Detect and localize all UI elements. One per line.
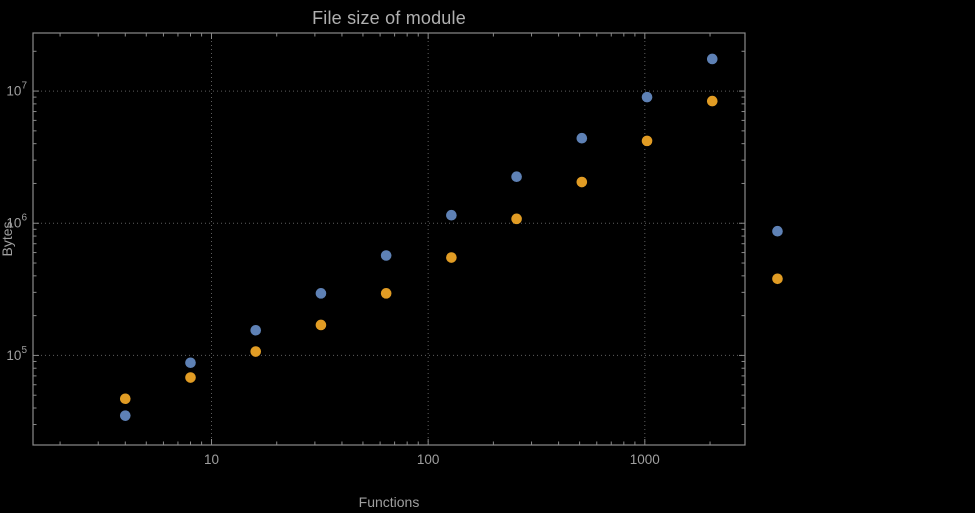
y-axis-label: Bytes [0,221,15,257]
data-point-orange [119,393,131,405]
data-point-orange [641,135,653,147]
data-point-orange [446,252,457,263]
x-tick-label: 10 [204,452,219,467]
x-axis-label: Functions [358,494,420,510]
data-point-orange [185,372,196,383]
plot-frame [32,32,746,446]
data-point-blue [250,324,262,336]
chart-title: File size of module [312,8,466,28]
data-point-orange [511,213,522,225]
data-point-blue [641,91,653,103]
data-point-blue [706,53,718,65]
y-tick-exponent: 6 [21,213,27,224]
data-point-blue [511,171,522,182]
y-tick-exponent: 5 [21,345,27,356]
data-point-orange [706,95,718,107]
data-point-blue [576,132,588,144]
y-tick-exponent: 7 [21,81,27,92]
data-point-blue [380,250,392,261]
data-point-blue [446,209,457,221]
data-point-blue [119,410,131,421]
y-tick-label: 105 [6,345,27,363]
x-tick-label: 1000 [630,452,660,467]
data-point-blue [185,357,196,369]
data-point-orange [576,176,588,188]
data-point-blue [315,288,327,299]
y-tick-label: 107 [6,81,27,99]
data-point-orange [772,273,783,285]
data-point-orange [315,319,327,331]
data-point-orange [250,346,262,357]
data-point-blue [772,225,783,237]
data-point-orange [380,288,392,299]
x-tick-label: 100 [417,452,440,467]
